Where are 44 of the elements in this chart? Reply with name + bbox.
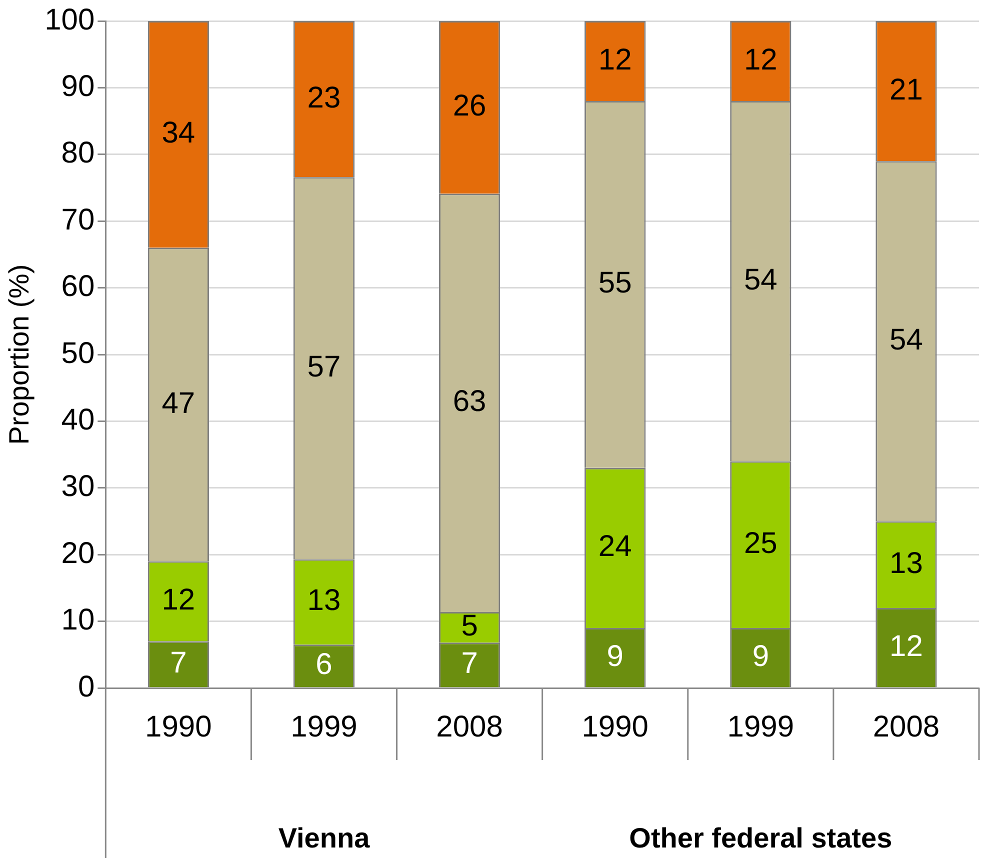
y-tick-label: 20 [61, 536, 95, 570]
x-tick-label: 2008 [436, 710, 503, 744]
data-label: 9 [752, 640, 770, 673]
data-label: 5 [461, 610, 478, 643]
text: Vienna [278, 822, 370, 854]
data-label: 26 [452, 90, 486, 123]
text: Other federal states [629, 822, 892, 854]
data-label: 13 [890, 546, 923, 580]
x-tick-label: 1990 [145, 710, 212, 744]
data-label: 54 [890, 323, 923, 356]
y-tick-label: 60 [61, 270, 95, 304]
x-tick-label: 1990 [582, 710, 648, 744]
data-label: 6 [316, 648, 332, 682]
x-tick-label: 1999 [290, 710, 358, 744]
data-label: 7 [170, 646, 187, 680]
data-label: 47 [162, 386, 196, 420]
data-label: 57 [307, 350, 341, 384]
data-label: 9 [606, 640, 624, 673]
data-label: 12 [598, 43, 632, 76]
data-label: 12 [162, 584, 196, 617]
y-tick-label: 40 [61, 403, 95, 436]
data-label: 21 [890, 73, 923, 106]
data-label: 55 [598, 266, 632, 300]
data-label: 7 [461, 647, 478, 680]
data-label: 63 [452, 385, 486, 418]
y-tick-label: 100 [44, 3, 95, 36]
data-label: 24 [598, 530, 632, 564]
y-axis-title: Proportion (%) [4, 264, 35, 445]
data-label: 34 [162, 116, 196, 150]
data-label: 12 [744, 43, 778, 76]
y-tick-label: 30 [61, 470, 95, 504]
x-tick-label: 2008 [872, 710, 940, 744]
y-tick-label: 90 [61, 70, 95, 103]
y-tick-label: 70 [61, 203, 95, 236]
y-tick-label: 10 [61, 604, 95, 637]
y-tick-label: 50 [61, 336, 95, 370]
data-label: 12 [890, 630, 923, 663]
data-label: 54 [744, 263, 778, 296]
data-label: 25 [744, 526, 778, 560]
y-tick-label: 80 [61, 136, 95, 170]
x-tick-label: 1999 [727, 710, 794, 744]
data-label: 23 [307, 81, 341, 114]
y-tick-label: 0 [78, 670, 95, 704]
data-label: 13 [307, 584, 341, 618]
